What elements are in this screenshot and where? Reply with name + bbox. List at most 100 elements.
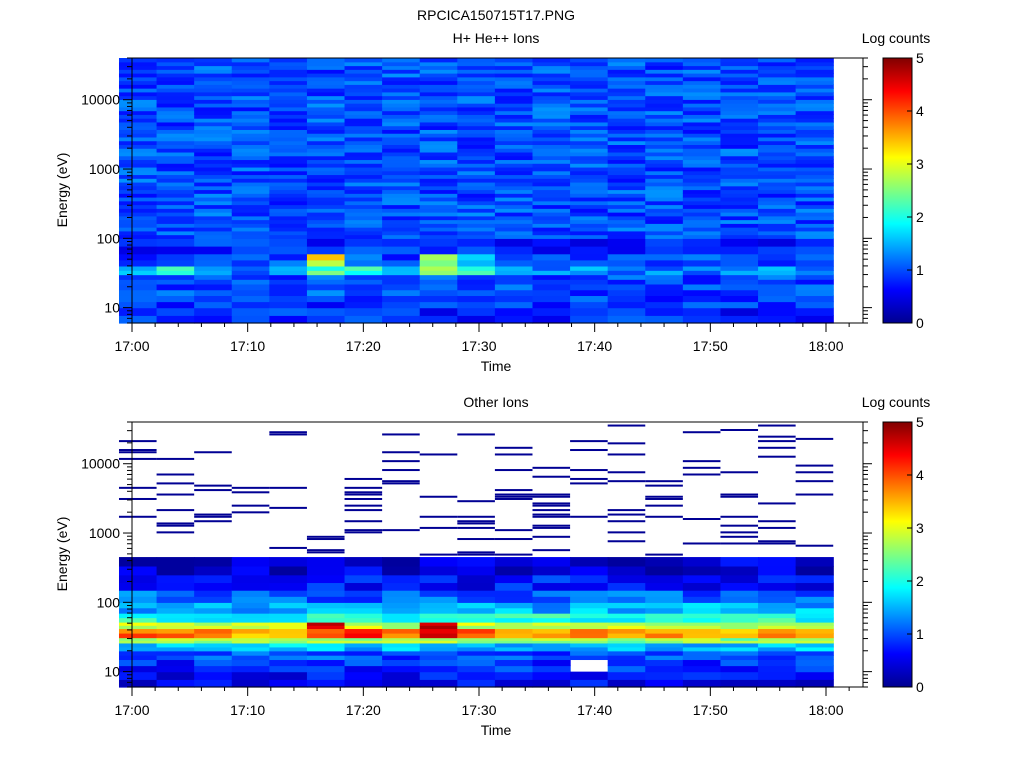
heatmap-cell	[645, 58, 684, 63]
heatmap-cell	[457, 625, 496, 630]
heatmap-cell	[570, 602, 609, 609]
heatmap-cell	[419, 174, 458, 179]
heatmap-cell	[494, 208, 534, 213]
heatmap-cell	[194, 315, 233, 324]
plot-frame	[131, 57, 864, 324]
heatmap-cell	[382, 166, 421, 172]
heatmap-cell	[194, 110, 233, 115]
heatmap-cell	[645, 178, 684, 183]
heatmap-cell	[532, 73, 571, 78]
heatmap-cell	[382, 679, 421, 688]
heatmap-cell	[570, 234, 609, 239]
heatmap-cell	[194, 140, 233, 146]
heatmap-cell	[607, 274, 646, 280]
heatmap-cell	[532, 80, 571, 85]
heatmap-cell	[795, 602, 834, 609]
heatmap-cell	[607, 582, 646, 591]
heatmap-cell	[419, 58, 458, 63]
heatmap-cell	[682, 473, 721, 476]
heatmap-cell	[269, 486, 307, 489]
heatmap-cell	[720, 189, 759, 194]
colorbar	[882, 57, 913, 324]
heatmap-cell	[532, 91, 571, 97]
heatmap-cell	[795, 110, 834, 115]
heatmap-cell	[607, 95, 646, 100]
heatmap-cell	[382, 469, 420, 472]
heatmap-cell	[344, 617, 383, 623]
heatmap-cell	[494, 151, 534, 157]
heatmap-cell	[344, 477, 383, 480]
heatmap-cell	[758, 446, 796, 449]
heatmap-cell	[419, 99, 458, 104]
heatmap-cell	[532, 289, 571, 297]
heatmap-cell	[306, 204, 346, 209]
heatmap-cell	[607, 679, 646, 688]
heatmap-cell	[607, 625, 646, 630]
heatmap-cell	[532, 513, 571, 516]
heatmap-cell	[382, 215, 421, 221]
heatmap-cell	[419, 307, 458, 316]
heatmap-cell	[795, 91, 834, 97]
heatmap-cell	[758, 65, 797, 70]
heatmap-cell	[156, 238, 195, 247]
heatmap-cell	[194, 274, 233, 280]
heatmap-cell	[570, 642, 609, 648]
heatmap-cell	[532, 200, 571, 206]
heatmap-cell	[156, 522, 195, 525]
heatmap-cell	[494, 622, 534, 626]
heatmap-cell	[795, 163, 834, 168]
heatmap-cell	[382, 148, 421, 153]
heatmap-cell	[118, 151, 158, 157]
heatmap-cell	[457, 665, 496, 673]
heatmap-cell	[194, 223, 233, 228]
heatmap-cell	[682, 613, 722, 619]
heatmap-cell	[682, 307, 722, 316]
heatmap-cell	[494, 88, 534, 93]
heatmap-cell	[419, 270, 458, 276]
heatmap-cell	[306, 106, 346, 112]
heatmap-cell	[682, 163, 722, 168]
heatmap-cell	[532, 163, 571, 168]
heatmap-cell	[457, 106, 496, 112]
heatmap-cell	[269, 671, 308, 680]
heatmap-cell	[720, 219, 759, 224]
heatmap-cell	[231, 125, 270, 130]
heatmap-cell	[269, 633, 308, 639]
heatmap-cell	[532, 76, 571, 82]
heatmap-cell	[607, 270, 646, 276]
heatmap-cell	[758, 234, 797, 239]
heatmap-cell	[720, 155, 759, 161]
heatmap-cell	[758, 270, 797, 276]
heatmap-cell	[532, 557, 571, 567]
heatmap-cell	[607, 121, 646, 127]
heatmap-cell	[231, 625, 270, 630]
heatmap-cell	[419, 215, 458, 221]
heatmap-cell	[231, 633, 270, 639]
heatmap-cell	[570, 193, 609, 198]
heatmap-cell	[306, 307, 346, 316]
heatmap-cell	[457, 155, 496, 161]
heatmap-cell	[344, 80, 383, 85]
heatmap-cell	[532, 549, 571, 552]
heatmap-cell	[682, 283, 722, 291]
heatmap-cell	[645, 613, 684, 619]
heatmap-cell	[682, 219, 722, 224]
heatmap-cell	[795, 646, 834, 652]
heatmap-cell	[494, 212, 534, 217]
heatmap-cell	[231, 574, 270, 584]
heatmap-cell	[306, 95, 346, 100]
heatmap-cell	[758, 289, 797, 297]
heatmap-cell	[457, 602, 496, 609]
heatmap-cell	[607, 61, 646, 67]
heatmap-cell	[382, 590, 421, 597]
heatmap-cell	[795, 655, 834, 661]
heatmap-cell	[269, 637, 308, 641]
x-axis-label: Time	[481, 722, 512, 738]
heatmap-cell	[457, 185, 496, 191]
heatmap-cell	[570, 295, 609, 303]
heatmap-cell	[156, 170, 195, 176]
heatmap-cell	[156, 574, 195, 584]
heatmap-cell	[118, 449, 157, 452]
heatmap-cell	[194, 91, 233, 97]
heatmap-cell	[344, 193, 383, 198]
